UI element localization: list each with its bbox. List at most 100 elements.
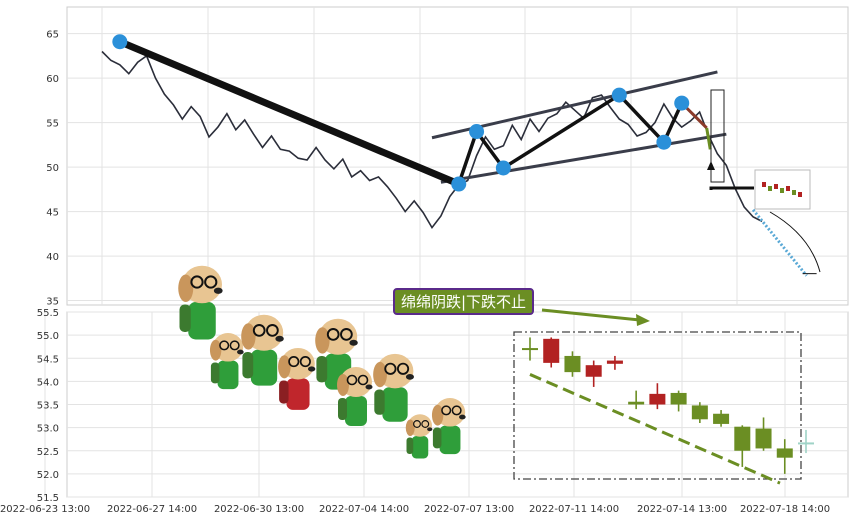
dog-ear xyxy=(278,355,291,379)
pivot-marker xyxy=(495,160,511,176)
dog-sticker xyxy=(209,333,244,390)
mini-candle xyxy=(780,188,784,193)
lower-y-tick: 53.5 xyxy=(37,401,59,412)
dog-backpack xyxy=(316,356,328,383)
lower-y-tick: 55.0 xyxy=(37,331,59,342)
price-line xyxy=(101,50,763,230)
candle-body xyxy=(585,365,602,377)
dog-glasses-left xyxy=(252,324,266,337)
candle-body xyxy=(713,413,730,424)
dog-glasses-left xyxy=(441,405,452,416)
annotation-arrowhead xyxy=(636,314,650,326)
lower-x-tick: 2022-06-23 13:00 xyxy=(0,504,90,515)
upper-y-tick: 65 xyxy=(46,30,59,41)
lower-x-tick: 2022-07-18 14:00 xyxy=(740,504,830,515)
lower-x-tick: 2022-07-04 14:00 xyxy=(319,504,409,515)
upper-grid: 35 40 45 50 55 60 65 xyxy=(46,7,848,308)
mini-candle xyxy=(774,184,778,189)
dog-glasses-right xyxy=(299,356,311,368)
dog-sticker xyxy=(241,314,284,386)
dog-glasses-left xyxy=(219,340,230,351)
dog-backpack xyxy=(179,304,191,332)
dog-backpack xyxy=(374,389,385,415)
inset-trend-line xyxy=(529,373,781,485)
annotation-label: 绵绵阴跌|下跌不止 xyxy=(393,288,535,315)
zigzag-segment xyxy=(457,129,479,186)
upper-panel-frame xyxy=(66,6,849,306)
candle-body xyxy=(776,448,793,458)
dog-glasses-left xyxy=(288,356,300,368)
mini-candle xyxy=(768,186,772,191)
upper-panel: 35 40 45 50 55 60 65 xyxy=(46,6,849,308)
zigzag-segment xyxy=(501,93,622,170)
dog-sticker xyxy=(405,414,433,459)
candle-body xyxy=(522,348,538,351)
zigzag-segment xyxy=(116,38,463,188)
dog-stickers xyxy=(178,265,466,459)
lower-x-tick: 2022-06-27 14:00 xyxy=(107,504,197,515)
dog-nose xyxy=(459,414,466,420)
dog-nose xyxy=(275,335,284,342)
lower-y-tick: 54.0 xyxy=(37,377,59,388)
dog-glasses-left xyxy=(326,328,340,341)
candle-body xyxy=(606,360,623,364)
dog-nose xyxy=(349,339,358,346)
pivot-marker xyxy=(469,124,485,140)
dog-sticker xyxy=(431,398,466,455)
zigzag-segment xyxy=(474,129,506,170)
dog-ear xyxy=(373,361,387,388)
dog-glasses-right xyxy=(451,405,462,416)
mini-candle xyxy=(762,182,766,187)
candle-body xyxy=(755,428,772,449)
dog-nose xyxy=(237,349,244,355)
dog-ear xyxy=(241,323,256,350)
dog-nose xyxy=(365,384,373,390)
dog-sticker xyxy=(278,347,316,410)
dog-ear xyxy=(337,374,349,396)
dog-glasses-left xyxy=(190,275,204,289)
dog-glasses-right xyxy=(396,362,410,375)
upper-y-tick: 50 xyxy=(46,163,59,174)
dog-sticker xyxy=(373,353,414,422)
dog-backpack xyxy=(279,380,289,404)
candle-body xyxy=(649,393,666,405)
pivot-marker xyxy=(112,34,128,50)
lower-y-tick: 53.0 xyxy=(37,424,59,435)
dog-backpack xyxy=(242,352,254,379)
lower-y-tick: 52.5 xyxy=(37,447,59,458)
dog-nose xyxy=(427,427,433,432)
dog-glasses-right xyxy=(204,275,218,289)
dog-glasses-right xyxy=(357,374,369,386)
dog-overalls xyxy=(250,349,278,386)
dog-nose xyxy=(213,287,223,294)
dog-glasses-left xyxy=(384,362,397,375)
pivot-marker xyxy=(674,95,690,111)
lower-x-tick: 2022-07-14 13:00 xyxy=(637,504,727,515)
dog-glasses-right xyxy=(229,340,240,351)
dog-nose xyxy=(307,366,316,372)
channel-lower-line xyxy=(440,132,727,184)
upper-y-tick: 40 xyxy=(46,252,59,263)
candle-body xyxy=(543,338,560,363)
dog-overalls xyxy=(188,302,216,340)
dog-glasses-left xyxy=(346,374,358,386)
pivot-marker xyxy=(656,134,672,150)
mini-candle xyxy=(792,190,796,195)
candle-body xyxy=(670,392,687,405)
upper-y-tick: 35 xyxy=(46,297,59,308)
upper-y-tick: 55 xyxy=(46,119,59,130)
lower-x-tick: 2022-06-30 13:00 xyxy=(214,504,304,515)
dog-backpack xyxy=(210,362,220,384)
lower-y-tick: 55.5 xyxy=(37,308,59,319)
dog-overalls xyxy=(345,396,367,426)
candle-body xyxy=(734,426,751,451)
candle-body xyxy=(691,405,708,420)
pivot-marker xyxy=(611,87,627,103)
dog-ear xyxy=(431,404,444,426)
zigzag-segment xyxy=(617,93,666,144)
lower-x-tick: 2022-07-07 13:00 xyxy=(424,504,514,515)
dog-overalls xyxy=(217,360,239,390)
dog-ear xyxy=(315,327,330,354)
pivot-marker xyxy=(451,176,467,192)
lower-content xyxy=(513,308,814,485)
